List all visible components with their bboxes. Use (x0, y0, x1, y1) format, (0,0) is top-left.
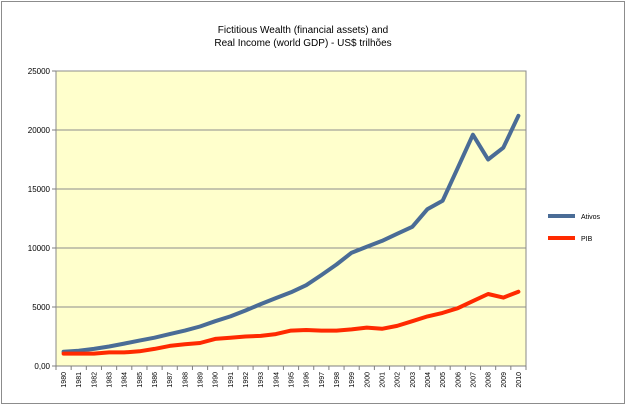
y-tick-label-2: 10000 (28, 244, 51, 253)
series-layer (61, 113, 521, 356)
y-tick-label-3: 15000 (28, 185, 51, 194)
x-tick-label-2004: 2004 (425, 372, 432, 388)
x-tick-label-2008: 2008 (486, 372, 493, 388)
x-tick-label-2009: 2009 (501, 372, 508, 388)
x-tick-label-1994: 1994 (273, 372, 280, 388)
x-tick-label-1997: 1997 (319, 372, 326, 388)
chart-title-line-1: Fictitious Wealth (financial assets) and (218, 25, 388, 36)
x-tick-label-1984: 1984 (122, 372, 129, 388)
legend-label-pib: PIB (581, 236, 593, 243)
x-tick-label-1999: 1999 (349, 372, 356, 388)
x-tick-label-1998: 1998 (334, 372, 341, 388)
y-tick-label-5: 25000 (28, 67, 51, 76)
x-tick-label-2001: 2001 (379, 372, 386, 388)
x-tick-label-1991: 1991 (228, 372, 235, 388)
legend: Ativos PIB (548, 214, 601, 243)
x-tick-label-1986: 1986 (152, 372, 159, 388)
x-tick-label-1995: 1995 (289, 372, 296, 388)
x-tick-label-1981: 1981 (76, 372, 83, 388)
x-tick-label-2010: 2010 (516, 372, 523, 388)
y-tick-label-0: 0,00 (34, 362, 50, 371)
legend-label-ativos: Ativos (581, 214, 601, 221)
series-line-pib (61, 289, 521, 356)
x-tick-label-1988: 1988 (182, 372, 189, 388)
x-tick-label-1987: 1987 (167, 372, 174, 388)
x-tick-label-2006: 2006 (455, 372, 462, 388)
x-tick-label-1993: 1993 (258, 372, 265, 388)
x-tick-label-2003: 2003 (410, 372, 417, 388)
gridlines (56, 70, 526, 308)
y-axis: 0,00 5000 10000 15000 20000 25000 (28, 67, 56, 371)
x-axis: 1980 1981 1982 1983 1984 1985 1986 1987 1988 1989… (55, 365, 527, 388)
x-tick-label-2002: 2002 (395, 372, 402, 388)
x-tick-label-2000: 2000 (364, 372, 371, 388)
x-tick-label-2007: 2007 (470, 372, 477, 388)
x-tick-label-1983: 1983 (107, 372, 114, 388)
x-tick-label-2005: 2005 (440, 372, 447, 388)
x-tick-label-1992: 1992 (243, 372, 250, 388)
chart-svg: Fictitious Wealth (financial assets) and… (28, 25, 601, 388)
y-tick-label-4: 20000 (28, 126, 51, 135)
series-line-ativos (61, 113, 521, 354)
x-tick-label-1996: 1996 (304, 372, 311, 388)
x-tick-label-1980: 1980 (61, 372, 68, 388)
x-tick-label-1990: 1990 (213, 372, 220, 388)
x-tick-label-1985: 1985 (137, 372, 144, 388)
x-tick-label-1989: 1989 (198, 372, 205, 388)
y-tick-label-1: 5000 (32, 303, 50, 312)
x-tick-label-1982: 1982 (91, 372, 98, 388)
plot-area (55, 70, 527, 367)
chart-title-line-2: Real Income (world GDP) - US$ trilhões (214, 38, 391, 49)
